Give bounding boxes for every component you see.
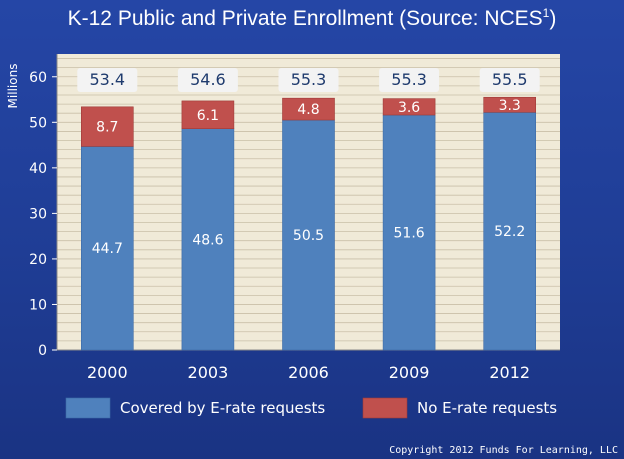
total-label: 55.5 xyxy=(492,70,528,89)
bar-no-erate-segment xyxy=(181,100,235,129)
y-tick-label: 30 xyxy=(29,206,47,222)
bar-no-erate-label: 3.3 xyxy=(499,98,521,114)
bar-covered-label: 51.6 xyxy=(394,226,425,242)
plot-area: 0 10 20 30 40 50 60 Millions 44.7 8.7 53.4 2000 48.6… xyxy=(6,54,560,382)
legend: Covered by E-rate requests No E-rate requ… xyxy=(65,397,557,419)
bar-no-erate-segment xyxy=(382,98,436,116)
bar-no-erate-segment xyxy=(483,96,537,113)
legend-swatch-no-erate xyxy=(362,397,408,419)
bar-no-erate-label: 3.6 xyxy=(398,100,420,116)
legend-label-covered: Covered by E-rate requests xyxy=(120,399,325,417)
total-label-box xyxy=(379,68,440,92)
x-tick-label: 2003 xyxy=(188,363,229,382)
bar-covered-label: 52.2 xyxy=(494,224,525,240)
bar-covered-segment xyxy=(181,128,235,351)
y-tick-label: 10 xyxy=(29,297,47,313)
chart-title-superscript: 1 xyxy=(542,6,550,20)
x-tick-label: 2012 xyxy=(489,363,530,382)
bar-covered-label: 44.7 xyxy=(92,241,123,257)
y-tick-label: 20 xyxy=(29,252,47,268)
total-label-box xyxy=(77,68,138,92)
chart-title-text: K-12 Public and Private Enrollment (Sour… xyxy=(67,7,543,30)
total-label: 55.3 xyxy=(391,70,427,89)
bar-covered-label: 50.5 xyxy=(293,228,324,244)
y-axis-label: Millions xyxy=(6,64,20,109)
bar-covered-segment xyxy=(382,114,436,351)
bar-no-erate-label: 6.1 xyxy=(197,108,219,124)
x-tick-label: 2009 xyxy=(389,363,430,382)
bar-no-erate-segment xyxy=(81,106,134,147)
total-label: 54.6 xyxy=(190,70,226,89)
copyright-text: Copyright 2012 Funds For Learning, LLC xyxy=(389,445,618,456)
y-tick-label: 60 xyxy=(29,70,47,86)
x-tick-label: 2000 xyxy=(87,363,128,382)
chart-title-suffix: ) xyxy=(549,7,557,30)
total-label-box xyxy=(479,68,540,92)
legend-label-no-erate: No E-rate requests xyxy=(417,399,557,417)
legend-swatch-covered xyxy=(65,397,111,419)
bar-no-erate-label: 8.7 xyxy=(96,120,118,136)
chart-title: K-12 Public and Private Enrollment (Sour… xyxy=(0,6,624,31)
bar-no-erate-label: 4.8 xyxy=(297,102,319,118)
y-tick-label: 50 xyxy=(29,115,47,131)
total-label: 55.3 xyxy=(291,70,327,89)
total-label: 53.4 xyxy=(89,70,125,89)
bar-covered-segment xyxy=(282,119,335,351)
bar-covered-label: 48.6 xyxy=(192,232,223,248)
total-label-box xyxy=(177,68,238,92)
bar-no-erate-segment xyxy=(282,97,335,121)
bar-covered-segment xyxy=(81,146,134,351)
y-tick-label: 0 xyxy=(38,343,47,359)
y-tick-label: 40 xyxy=(29,161,47,177)
total-label-box xyxy=(278,68,339,92)
x-tick-label: 2006 xyxy=(288,363,329,382)
bar-covered-segment xyxy=(483,111,537,351)
